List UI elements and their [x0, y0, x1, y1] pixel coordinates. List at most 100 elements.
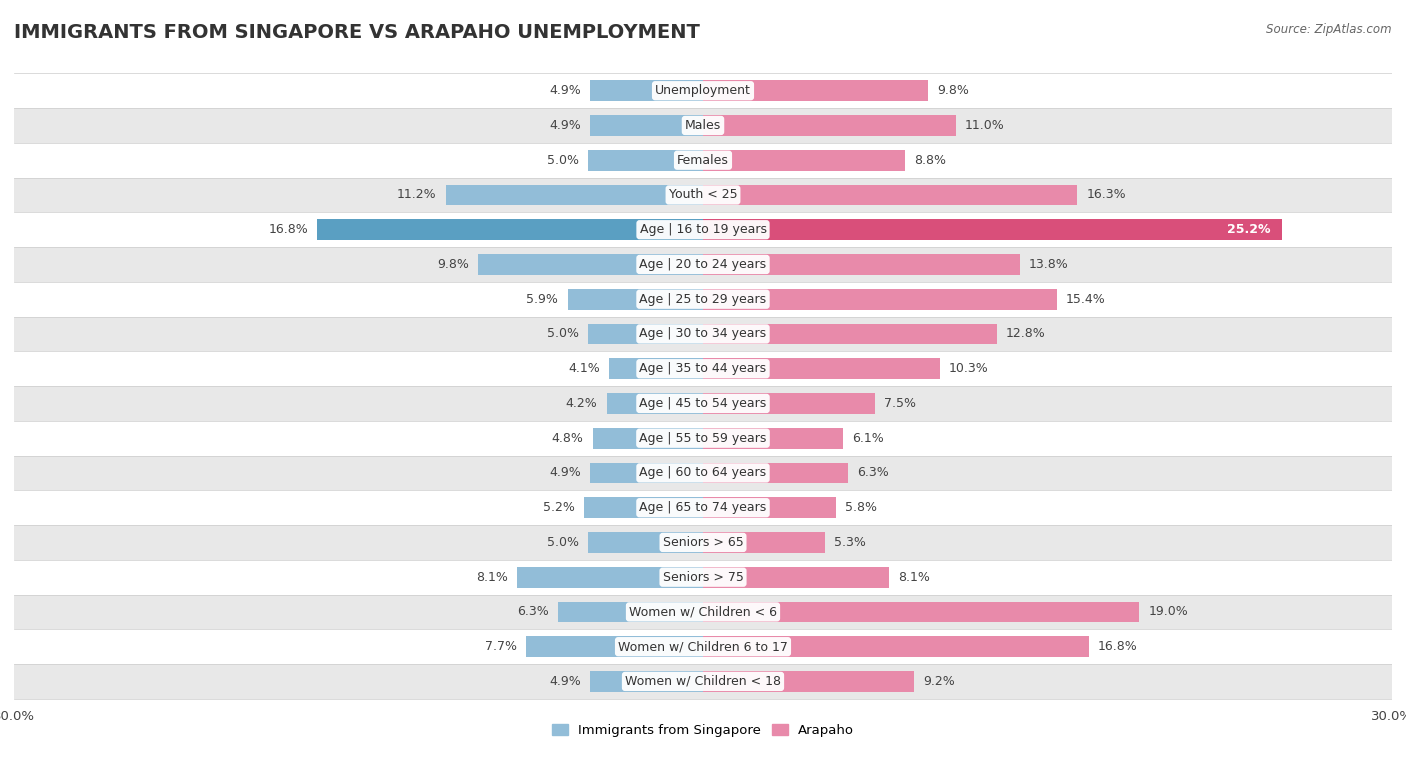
Text: Age | 35 to 44 years: Age | 35 to 44 years — [640, 362, 766, 375]
Text: Age | 20 to 24 years: Age | 20 to 24 years — [640, 258, 766, 271]
Bar — [703, 393, 875, 414]
Bar — [583, 497, 703, 518]
Bar — [703, 602, 1139, 622]
Text: Seniors > 65: Seniors > 65 — [662, 536, 744, 549]
Bar — [703, 428, 844, 449]
Bar — [593, 428, 703, 449]
Text: 11.2%: 11.2% — [396, 188, 437, 201]
Text: Women w/ Children < 18: Women w/ Children < 18 — [626, 675, 780, 688]
Text: 4.1%: 4.1% — [568, 362, 599, 375]
Bar — [588, 150, 703, 170]
Text: Women w/ Children 6 to 17: Women w/ Children 6 to 17 — [619, 640, 787, 653]
Text: 5.0%: 5.0% — [547, 536, 579, 549]
Bar — [703, 150, 905, 170]
Bar — [14, 560, 1392, 594]
Text: 8.1%: 8.1% — [475, 571, 508, 584]
Bar — [588, 532, 703, 553]
Text: 5.8%: 5.8% — [845, 501, 877, 514]
Text: 11.0%: 11.0% — [965, 119, 1004, 132]
Text: 5.0%: 5.0% — [547, 328, 579, 341]
Text: 9.8%: 9.8% — [938, 84, 969, 97]
Text: 9.8%: 9.8% — [437, 258, 468, 271]
Text: 4.9%: 4.9% — [550, 84, 581, 97]
Bar — [703, 80, 928, 101]
Bar — [14, 386, 1392, 421]
Bar — [703, 671, 914, 692]
Text: 4.2%: 4.2% — [565, 397, 598, 410]
Text: Age | 45 to 54 years: Age | 45 to 54 years — [640, 397, 766, 410]
Bar — [14, 664, 1392, 699]
Text: 6.3%: 6.3% — [517, 606, 550, 618]
Bar — [14, 247, 1392, 282]
Text: 25.2%: 25.2% — [1226, 223, 1270, 236]
Bar — [318, 220, 703, 240]
Bar — [517, 567, 703, 587]
Bar — [14, 143, 1392, 178]
Bar — [591, 115, 703, 136]
Bar — [14, 282, 1392, 316]
Bar — [703, 532, 825, 553]
Bar — [14, 491, 1392, 525]
Bar — [703, 636, 1088, 657]
Text: 9.2%: 9.2% — [924, 675, 955, 688]
Text: 7.7%: 7.7% — [485, 640, 517, 653]
Text: Unemployment: Unemployment — [655, 84, 751, 97]
Bar — [703, 463, 848, 484]
Bar — [703, 497, 837, 518]
Text: 5.9%: 5.9% — [526, 293, 558, 306]
Bar — [568, 288, 703, 310]
Text: 8.1%: 8.1% — [898, 571, 931, 584]
Text: Age | 25 to 29 years: Age | 25 to 29 years — [640, 293, 766, 306]
Text: IMMIGRANTS FROM SINGAPORE VS ARAPAHO UNEMPLOYMENT: IMMIGRANTS FROM SINGAPORE VS ARAPAHO UNE… — [14, 23, 700, 42]
Text: Females: Females — [678, 154, 728, 167]
Bar — [609, 358, 703, 379]
Bar — [446, 185, 703, 205]
Text: 4.9%: 4.9% — [550, 466, 581, 479]
Text: 5.0%: 5.0% — [547, 154, 579, 167]
Bar — [14, 629, 1392, 664]
Text: Age | 16 to 19 years: Age | 16 to 19 years — [640, 223, 766, 236]
Text: Age | 65 to 74 years: Age | 65 to 74 years — [640, 501, 766, 514]
Bar — [14, 525, 1392, 560]
Text: 4.9%: 4.9% — [550, 675, 581, 688]
Text: 10.3%: 10.3% — [949, 362, 988, 375]
Text: Youth < 25: Youth < 25 — [669, 188, 737, 201]
Text: 12.8%: 12.8% — [1007, 328, 1046, 341]
Bar — [14, 456, 1392, 491]
Bar — [14, 316, 1392, 351]
Bar — [591, 671, 703, 692]
Text: Source: ZipAtlas.com: Source: ZipAtlas.com — [1267, 23, 1392, 36]
Bar — [14, 421, 1392, 456]
Text: 19.0%: 19.0% — [1149, 606, 1188, 618]
Bar — [14, 108, 1392, 143]
Text: Age | 60 to 64 years: Age | 60 to 64 years — [640, 466, 766, 479]
Text: 5.3%: 5.3% — [834, 536, 866, 549]
Bar — [703, 358, 939, 379]
Bar — [14, 351, 1392, 386]
Bar — [703, 567, 889, 587]
Bar — [588, 323, 703, 344]
Text: 6.3%: 6.3% — [856, 466, 889, 479]
Text: 16.8%: 16.8% — [269, 223, 308, 236]
Bar — [591, 80, 703, 101]
Text: Seniors > 75: Seniors > 75 — [662, 571, 744, 584]
Bar — [14, 212, 1392, 247]
Bar — [14, 73, 1392, 108]
Text: Males: Males — [685, 119, 721, 132]
Bar — [703, 288, 1057, 310]
Text: 15.4%: 15.4% — [1066, 293, 1105, 306]
Bar — [14, 178, 1392, 212]
Text: 4.9%: 4.9% — [550, 119, 581, 132]
Text: 16.3%: 16.3% — [1087, 188, 1126, 201]
Text: 6.1%: 6.1% — [852, 431, 884, 444]
Bar — [703, 185, 1077, 205]
Text: 5.2%: 5.2% — [543, 501, 575, 514]
Text: Age | 30 to 34 years: Age | 30 to 34 years — [640, 328, 766, 341]
Bar — [703, 254, 1019, 275]
Text: 7.5%: 7.5% — [884, 397, 917, 410]
Bar — [703, 323, 997, 344]
Text: 8.8%: 8.8% — [914, 154, 946, 167]
Legend: Immigrants from Singapore, Arapaho: Immigrants from Singapore, Arapaho — [547, 718, 859, 742]
Bar — [526, 636, 703, 657]
Bar — [591, 463, 703, 484]
